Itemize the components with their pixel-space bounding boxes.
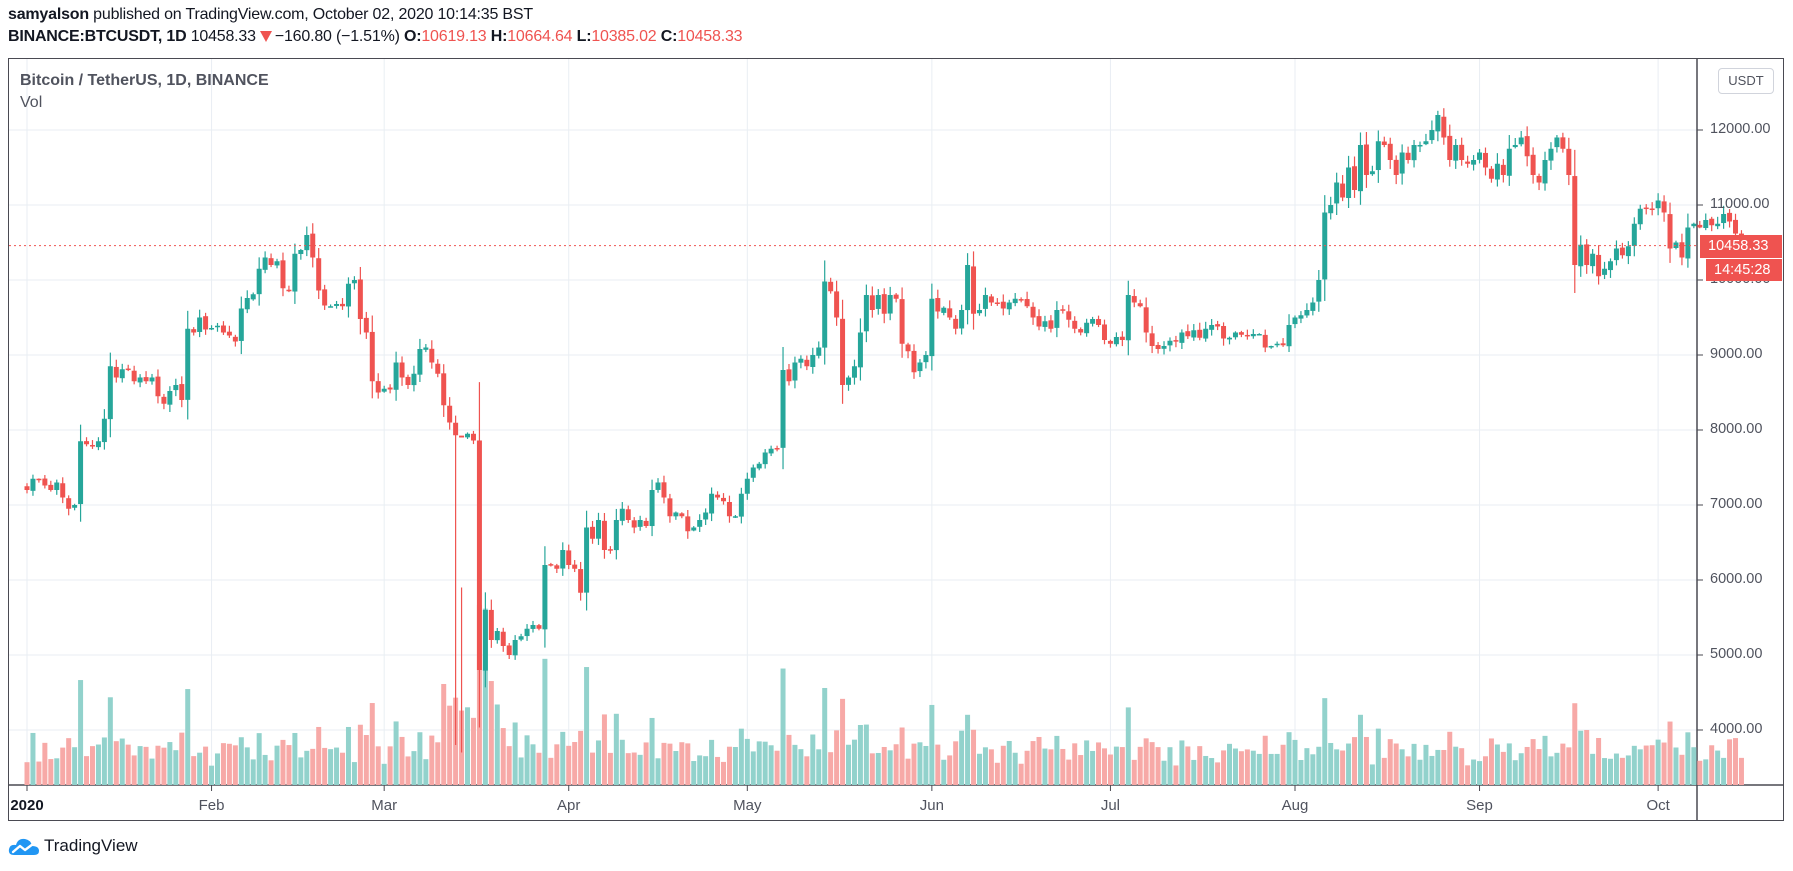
time-axis-label: 2020 [10, 797, 44, 814]
tradingview-logo[interactable]: TradingView [8, 836, 138, 856]
down-triangle-icon [259, 31, 272, 42]
open-label: O: [403, 28, 422, 45]
time-axis-label: Jul [1100, 797, 1121, 814]
symbol-info-line: BINANCE:BTCUSDT, 1D 10458.33 −160.80 (−1.… [8, 28, 743, 46]
price-axis-label: 9000.00 [1710, 346, 1763, 362]
volume-legend-title[interactable]: Vol [20, 94, 43, 111]
low-value: 10385.02 [591, 28, 657, 45]
open-value: 10619.13 [421, 28, 487, 45]
time-axis-label: Feb [198, 797, 225, 814]
time-axis-label: Oct [1646, 797, 1670, 814]
time-axis-label: Mar [371, 797, 398, 814]
published-text: published on TradingView.com, October 02… [88, 6, 533, 23]
bar-countdown-tag: 14:45:28 [1706, 259, 1782, 281]
brand-name: TradingView [44, 836, 138, 855]
price-axis-label: 11000.00 [1710, 196, 1770, 212]
price-change: −160.80 (−1.51%) [274, 28, 400, 45]
high-label: H: [490, 28, 508, 45]
publish-info: samyalson published on TradingView.com, … [8, 6, 533, 24]
low-label: L: [576, 28, 592, 45]
time-axis-label: May [733, 797, 762, 814]
price-axis-label: 5000.00 [1710, 646, 1763, 662]
last-price: 10458.33 [190, 28, 256, 45]
close-label: C: [660, 28, 678, 45]
time-axis-label: Jun [919, 797, 944, 814]
close-value: 10458.33 [677, 28, 743, 45]
current-price-tag: 10458.33 [1700, 235, 1782, 258]
time-axis-label: Sep [1466, 797, 1493, 814]
author-name[interactable]: samyalson [8, 6, 89, 23]
currency-button[interactable]: USDT [1718, 68, 1774, 94]
high-value: 10664.64 [507, 28, 573, 45]
price-axis-label: 7000.00 [1710, 496, 1763, 512]
tradingview-cloud-icon [8, 838, 39, 855]
price-axis-label: 12000.00 [1710, 121, 1771, 137]
time-axis-label: Apr [557, 797, 581, 814]
price-axis-label: 8000.00 [1710, 421, 1763, 437]
series-legend-title[interactable]: Bitcoin / TetherUS, 1D, BINANCE [20, 72, 269, 89]
price-axis-label: 4000.00 [1710, 721, 1763, 737]
price-axis-label: 6000.00 [1710, 571, 1763, 587]
symbol-label: BINANCE:BTCUSDT, 1D [8, 28, 187, 45]
time-axis-label: Aug [1281, 797, 1309, 814]
chart-frame [8, 58, 1784, 821]
